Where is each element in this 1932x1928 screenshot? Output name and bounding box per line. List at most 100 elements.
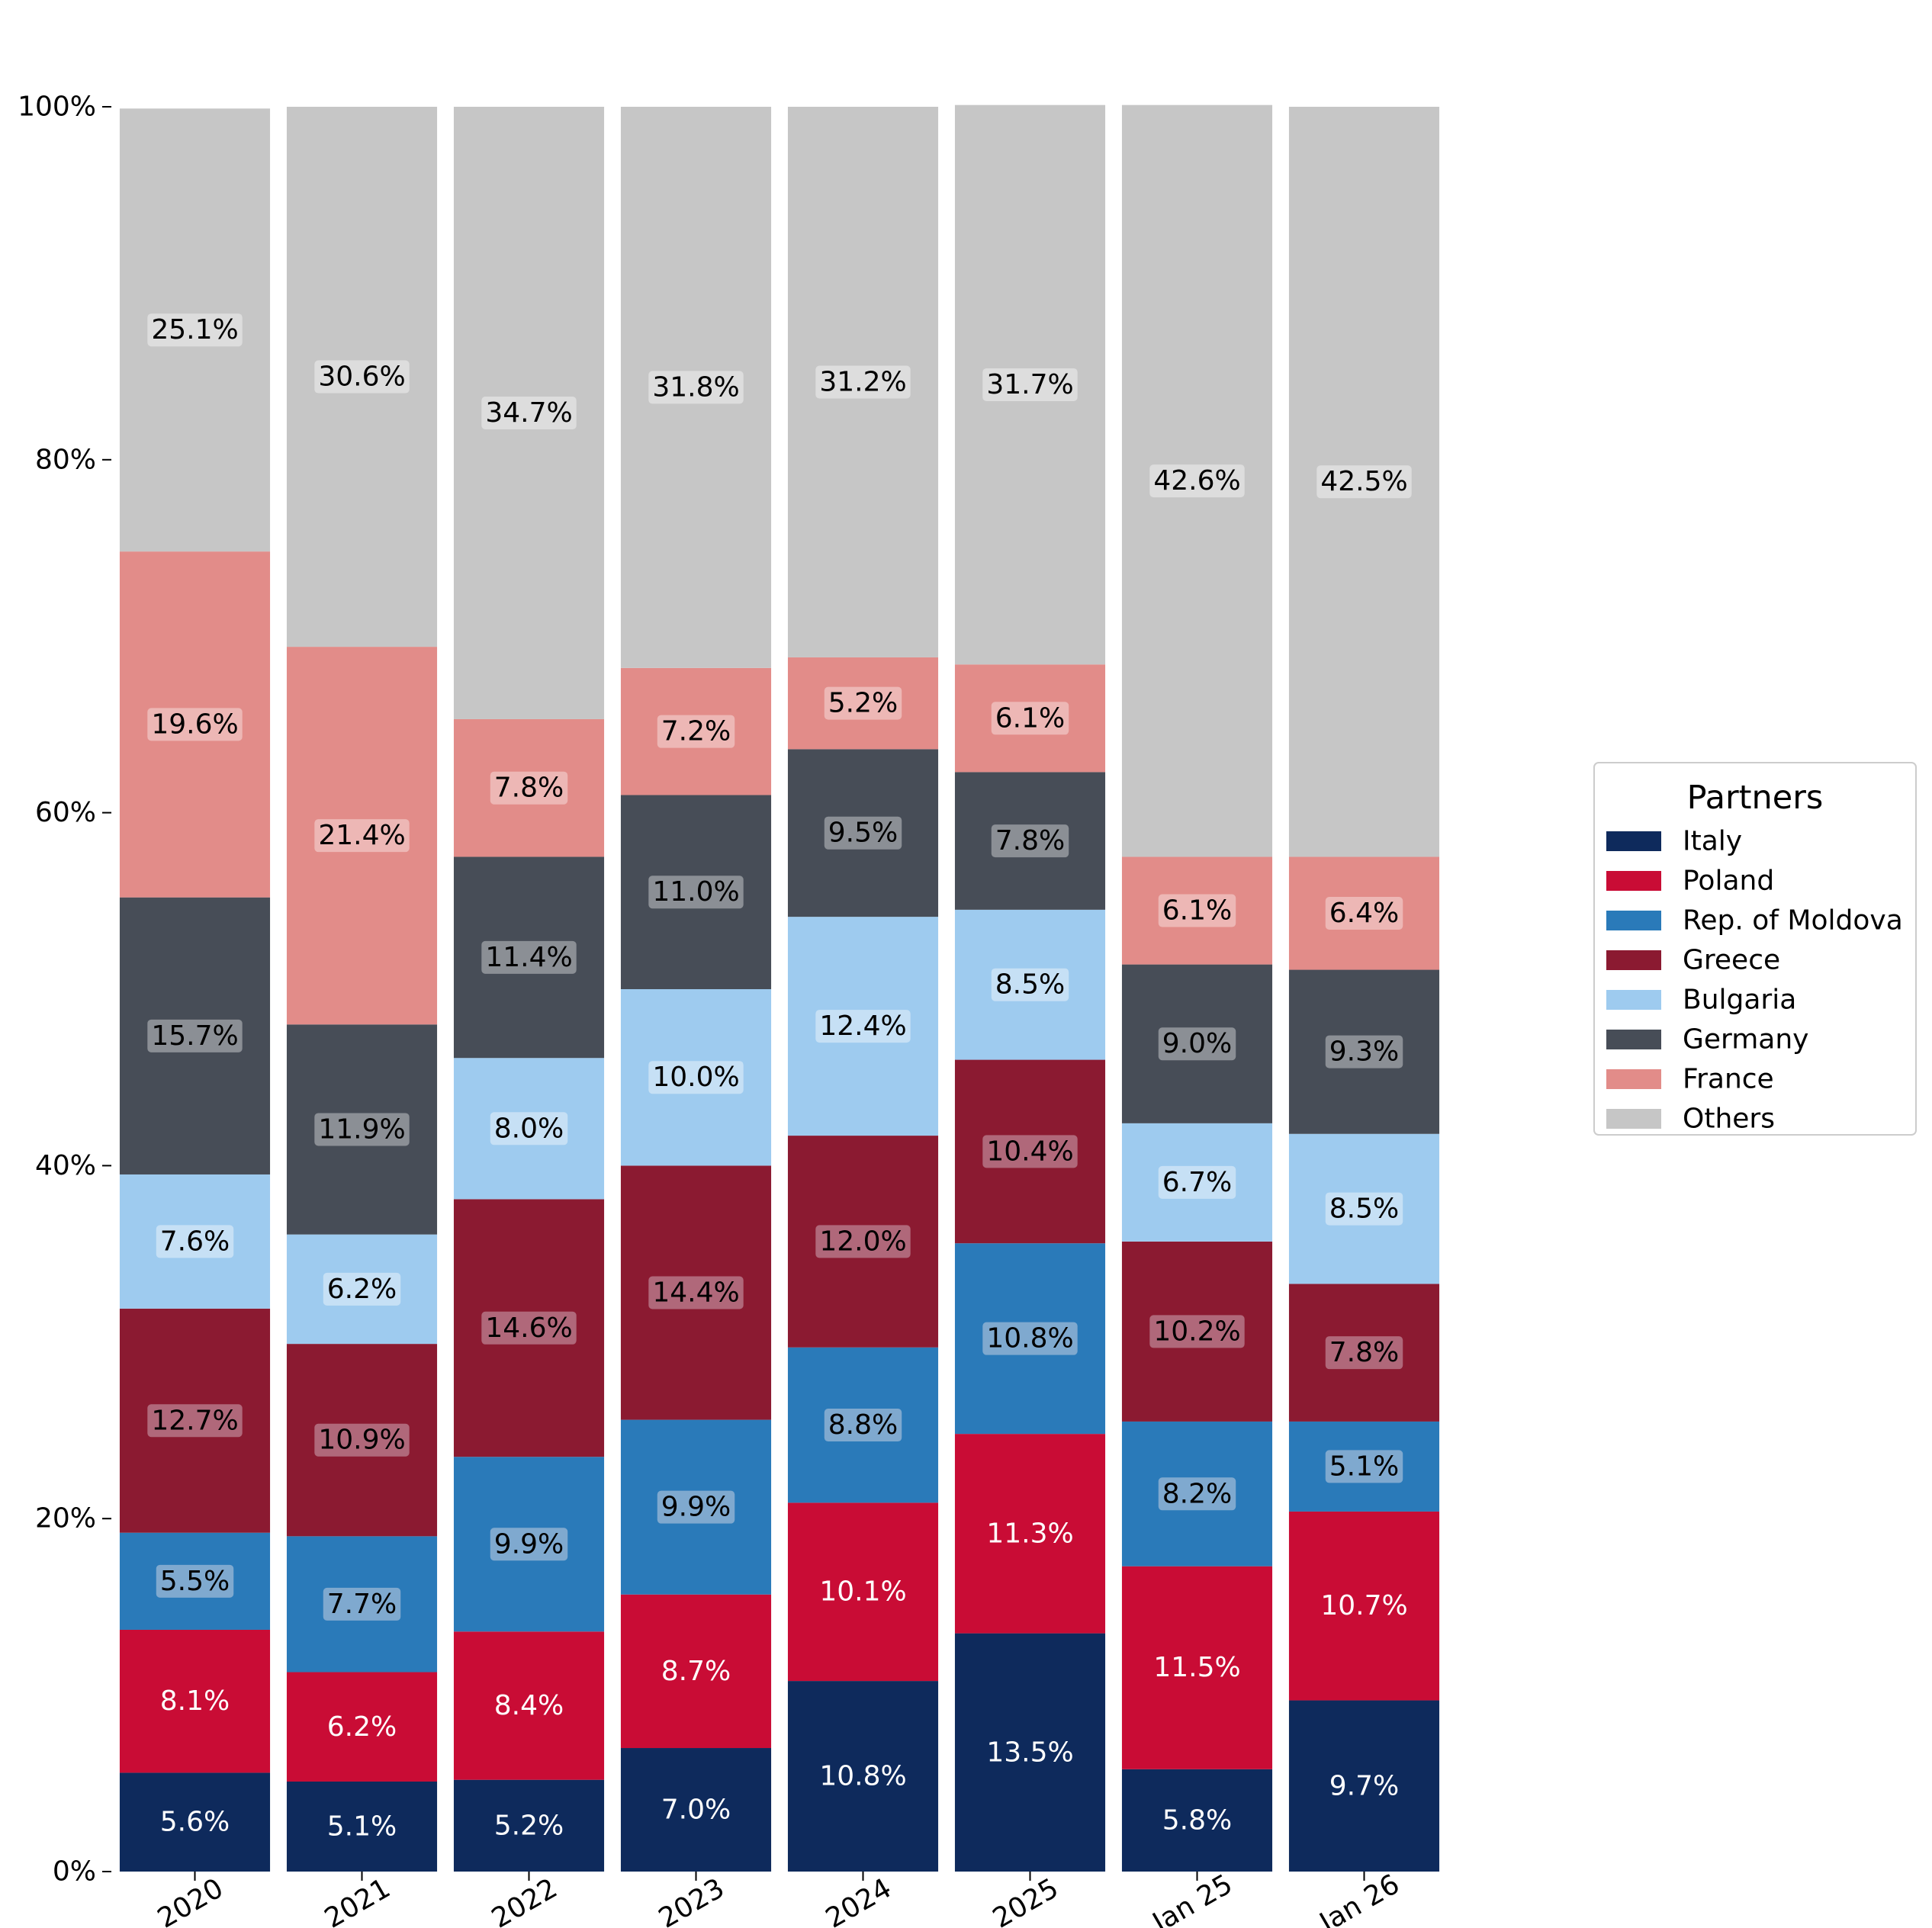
bar-label-others-2025: 31.7% bbox=[986, 369, 1073, 400]
bar-label-box-greece-2022 bbox=[481, 1311, 577, 1345]
bar-label-germany-2024: 9.5% bbox=[828, 818, 898, 849]
bar-label-italy-2025: 13.5% bbox=[986, 1737, 1073, 1768]
bar-label-france-jan-26: 6.4% bbox=[1329, 898, 1399, 929]
x-tick-label-2024: 2024 bbox=[821, 1872, 897, 1928]
bar-label-poland-jan-26: 10.7% bbox=[1320, 1590, 1407, 1621]
bar-label-greece-2021: 10.9% bbox=[318, 1425, 405, 1456]
bar-label-box-greece-2023 bbox=[648, 1276, 744, 1309]
bar-label-poland-2023: 8.7% bbox=[661, 1656, 731, 1687]
bar-segment-poland-2021 bbox=[286, 1672, 438, 1782]
legend-label-italy: Italy bbox=[1683, 826, 1742, 857]
bar-segment-italy-2025 bbox=[954, 1633, 1106, 1872]
bar-label-others-2021: 30.6% bbox=[318, 362, 405, 393]
legend: Partners Italy Poland Rep. of Moldova Greec… bbox=[1593, 762, 1917, 1136]
bar-label-rep-of-moldova-2020: 5.5% bbox=[160, 1566, 230, 1597]
bar-label-box-bulgaria-2022 bbox=[490, 1112, 568, 1146]
bar-label-box-greece-2025 bbox=[982, 1135, 1078, 1168]
bar-label-box-france-jan-26 bbox=[1325, 896, 1403, 930]
bar-label-box-rep-of-moldova-2021 bbox=[323, 1587, 401, 1621]
bar-label-box-germany-2022 bbox=[481, 940, 577, 974]
bar-label-box-greece-2024 bbox=[815, 1225, 911, 1258]
bar-label-bulgaria-2021: 6.2% bbox=[327, 1274, 397, 1305]
bar-label-box-bulgaria-jan-26 bbox=[1325, 1192, 1403, 1226]
bar-label-box-germany-2024 bbox=[824, 816, 902, 850]
bar-label-bulgaria-jan-25: 6.7% bbox=[1162, 1167, 1232, 1198]
bar-label-rep-of-moldova-jan-25: 8.2% bbox=[1162, 1478, 1232, 1509]
bar-label-box-bulgaria-2024 bbox=[815, 1010, 911, 1043]
bar-label-greece-2025: 10.4% bbox=[986, 1136, 1073, 1167]
bar-label-france-2023: 7.2% bbox=[661, 716, 731, 747]
bar-label-box-germany-2023 bbox=[648, 876, 744, 909]
bar-segment-poland-2020 bbox=[119, 1629, 271, 1773]
legend-swatch-others bbox=[1606, 1109, 1661, 1129]
x-tick-label-2020: 2020 bbox=[153, 1872, 229, 1928]
x-tick-label-jan-26: Jan 26 bbox=[1313, 1869, 1405, 1928]
bar-label-box-greece-2021 bbox=[314, 1423, 410, 1457]
y-tick-label-20: 20% bbox=[35, 1503, 96, 1534]
bar-label-box-rep-of-moldova-jan-26 bbox=[1325, 1450, 1403, 1483]
bar-label-germany-jan-25: 9.0% bbox=[1162, 1028, 1232, 1059]
bar-label-box-bulgaria-2020 bbox=[156, 1225, 234, 1258]
legend-swatch-france bbox=[1606, 1069, 1661, 1089]
legend-label-bulgaria: Bulgaria bbox=[1683, 985, 1796, 1016]
bar-label-greece-2024: 12.0% bbox=[819, 1226, 906, 1257]
bar-label-italy-2022: 5.2% bbox=[494, 1810, 564, 1841]
bar-label-box-others-jan-25 bbox=[1149, 464, 1245, 498]
bar-segment-poland-2023 bbox=[620, 1594, 772, 1749]
bar-segment-italy-2024 bbox=[787, 1681, 939, 1872]
y-tick-label-60: 60% bbox=[35, 797, 96, 828]
legend-label-germany: Germany bbox=[1683, 1024, 1808, 1056]
bar-segment-italy-2023 bbox=[620, 1748, 772, 1872]
legend-swatch-italy bbox=[1606, 831, 1661, 851]
bar-label-germany-2021: 11.9% bbox=[318, 1113, 405, 1145]
bar-label-rep-of-moldova-2021: 7.7% bbox=[327, 1589, 397, 1620]
bar-label-france-2025: 6.1% bbox=[995, 702, 1065, 734]
bar-segment-italy-2021 bbox=[286, 1781, 438, 1872]
legend-swatch-bulgaria bbox=[1606, 990, 1661, 1010]
bar-label-france-2024: 5.2% bbox=[828, 688, 898, 719]
bar-label-others-2022: 34.7% bbox=[485, 397, 572, 429]
bar-label-poland-2022: 8.4% bbox=[494, 1690, 564, 1721]
bars-group bbox=[119, 104, 1440, 1872]
bar-label-box-germany-jan-25 bbox=[1158, 1027, 1236, 1061]
bar-segment-poland-2025 bbox=[954, 1434, 1106, 1634]
bar-label-italy-2023: 7.0% bbox=[661, 1795, 731, 1826]
bar-segment-poland-2022 bbox=[453, 1631, 605, 1780]
legend-title: Partners bbox=[1687, 779, 1824, 817]
bar-label-poland-2025: 11.3% bbox=[986, 1518, 1073, 1549]
bar-segment-italy-jan-26 bbox=[1288, 1700, 1440, 1872]
bar-label-greece-2023: 14.4% bbox=[652, 1277, 739, 1309]
bar-label-greece-jan-26: 7.8% bbox=[1329, 1337, 1399, 1368]
legend-items: Italy Poland Rep. of Moldova Greece Bulgaria… bbox=[1606, 826, 1903, 1135]
bar-segment-italy-jan-25 bbox=[1121, 1769, 1273, 1872]
bar-label-box-greece-jan-25 bbox=[1149, 1315, 1245, 1348]
bar-label-box-others-2021 bbox=[314, 360, 410, 394]
x-tick-label-2021: 2021 bbox=[320, 1872, 396, 1928]
y-tick-label-40: 40% bbox=[35, 1150, 96, 1181]
bar-label-rep-of-moldova-2025: 10.8% bbox=[986, 1323, 1073, 1354]
bar-label-box-france-2023 bbox=[657, 715, 735, 748]
bar-label-poland-2020: 8.1% bbox=[160, 1685, 230, 1717]
bar-label-box-bulgaria-jan-25 bbox=[1158, 1165, 1236, 1199]
bar-segment-poland-2024 bbox=[787, 1502, 939, 1682]
bar-segment-italy-2020 bbox=[119, 1772, 271, 1872]
bar-label-germany-2025: 7.8% bbox=[995, 825, 1065, 856]
bar-label-france-2022: 7.8% bbox=[494, 773, 564, 804]
bar-label-box-germany-2025 bbox=[991, 824, 1069, 858]
bar-label-bulgaria-2022: 8.0% bbox=[494, 1113, 564, 1144]
bar-label-box-others-2023 bbox=[648, 371, 744, 404]
bar-label-france-jan-25: 6.1% bbox=[1162, 895, 1232, 927]
bar-label-italy-2020: 5.6% bbox=[160, 1807, 230, 1838]
bar-segment-poland-jan-25 bbox=[1121, 1566, 1273, 1769]
legend-label-others: Others bbox=[1683, 1104, 1775, 1135]
legend-swatch-greece bbox=[1606, 950, 1661, 970]
x-axis: 2020 2021 2022 2023 2024 2025 Jan 25 Jan 26 bbox=[153, 1869, 1405, 1928]
y-tick-label-0: 0% bbox=[53, 1856, 96, 1888]
bar-label-box-others-2024 bbox=[815, 365, 911, 399]
legend-label-poland: Poland bbox=[1683, 866, 1774, 897]
legend-label-rep-of-moldova: Rep. of Moldova bbox=[1683, 905, 1903, 937]
legend-swatch-rep-of-moldova bbox=[1606, 911, 1661, 930]
bar-label-box-france-2021 bbox=[314, 819, 410, 853]
bar-label-box-bulgaria-2025 bbox=[991, 968, 1069, 1001]
bar-label-italy-2024: 10.8% bbox=[819, 1761, 906, 1792]
